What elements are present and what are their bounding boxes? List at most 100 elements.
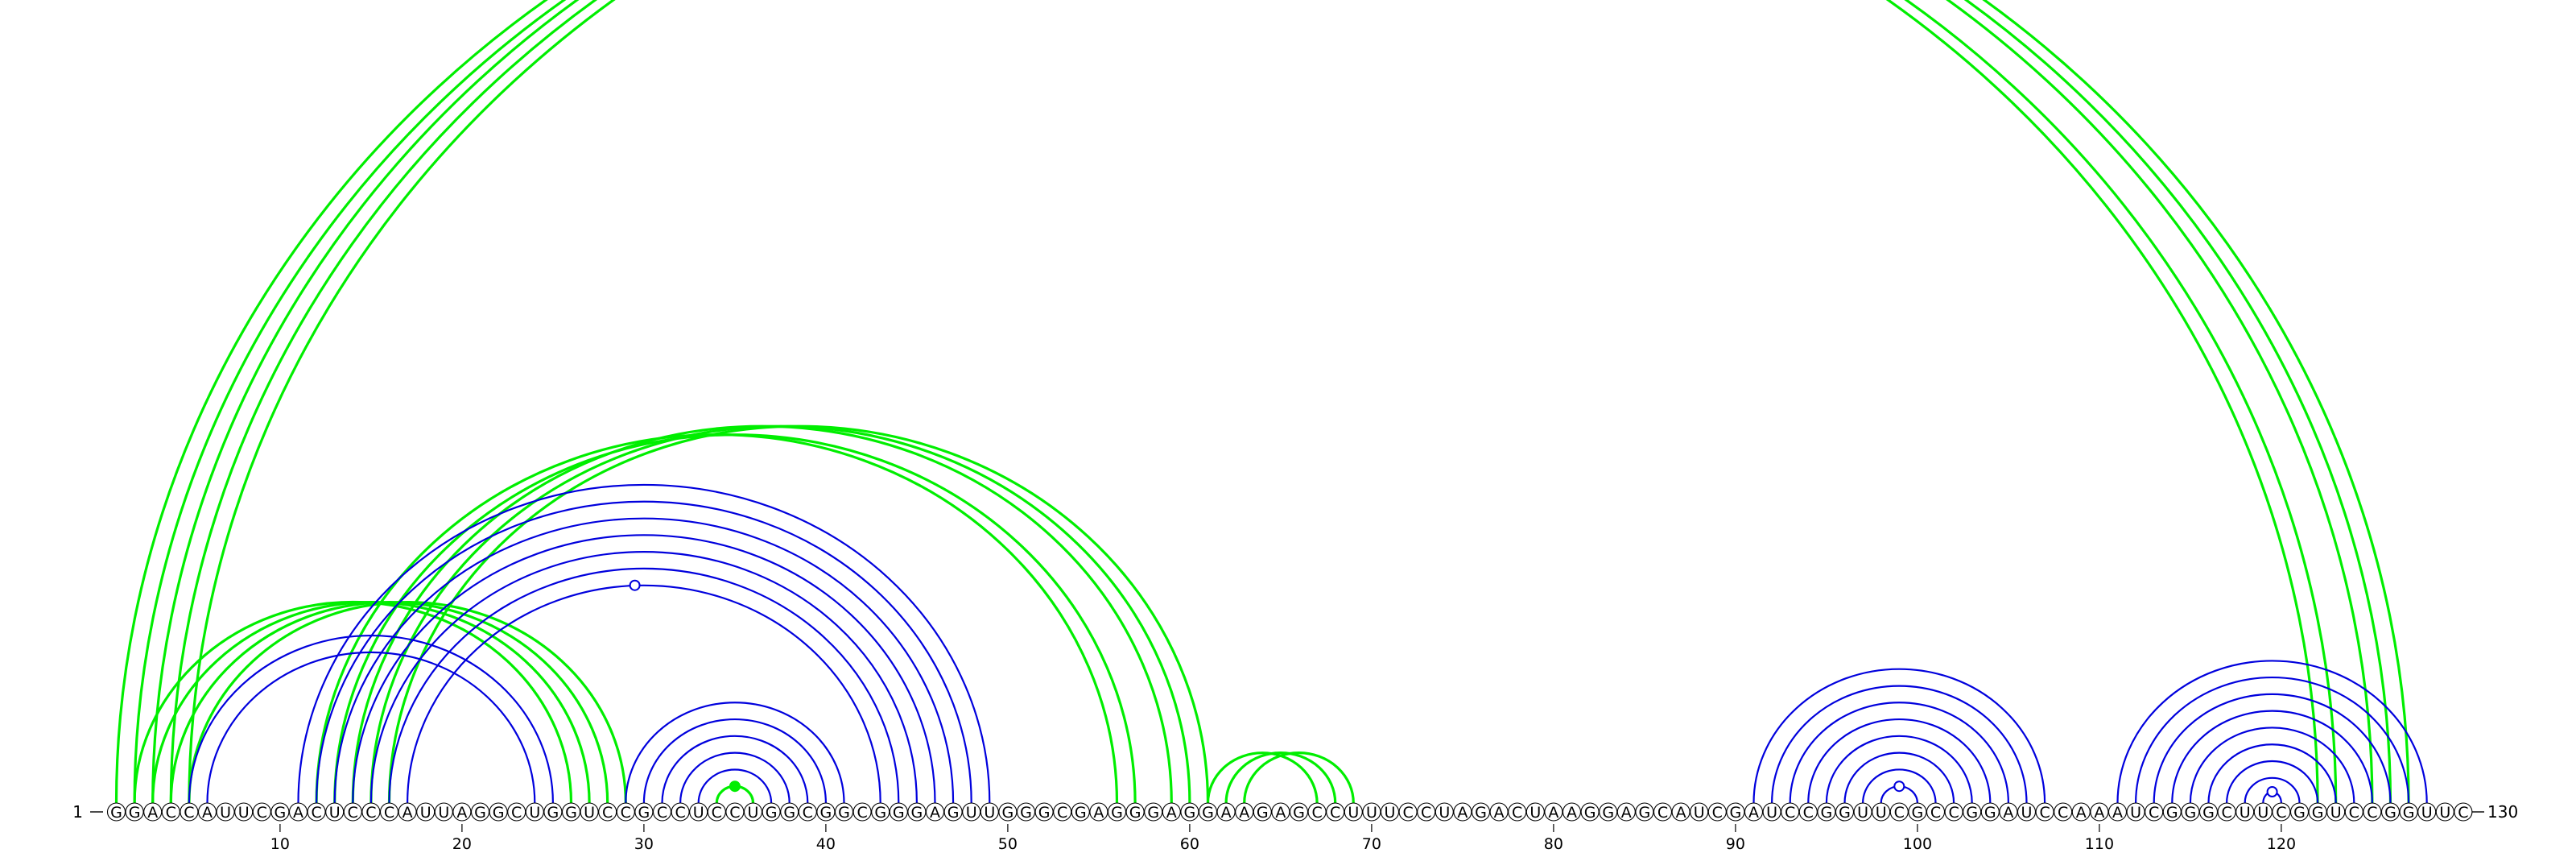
nucleotide-circle — [1398, 802, 1418, 822]
nucleotide-66: G — [1289, 802, 1309, 822]
nucleotide-50: G — [998, 802, 1018, 822]
nucleotide-circle — [270, 802, 290, 822]
tick-label-20: 20 — [452, 835, 472, 853]
green-arc-63-69 — [1243, 751, 1355, 804]
nucleotide-circle — [980, 802, 999, 822]
nucleotide-86: C — [1653, 802, 1673, 822]
nucleotide-circle — [725, 802, 745, 822]
nucleotide-letter: U — [2021, 804, 2033, 822]
tick-label-90: 90 — [1726, 835, 1745, 853]
nucleotide-circle — [2126, 802, 2145, 822]
blue-arc-32-38 — [679, 751, 791, 804]
nucleotide-6: A — [197, 802, 217, 822]
nucleotide-125: C — [2363, 802, 2382, 822]
green-arc-4-126 — [169, 0, 2392, 804]
nucleotide-circle — [2217, 802, 2236, 822]
nucleotide-letter: G — [838, 804, 850, 822]
nucleotide-circle — [452, 802, 472, 822]
nucleotide-letter: G — [1111, 804, 1123, 822]
nucleotide-29: C — [616, 802, 635, 822]
nucleotide-circle — [1599, 802, 1618, 822]
nucleotide-circle — [1362, 802, 1381, 822]
nucleotide-12: C — [307, 802, 326, 822]
nucleotide-letter: C — [184, 804, 194, 822]
nucleotide-35: C — [725, 802, 745, 822]
nucleotide-letter: G — [820, 804, 832, 822]
nucleotide-circle — [1417, 802, 1436, 822]
nucleotide-letter: G — [783, 804, 795, 822]
nucleotide-letter: G — [565, 804, 577, 822]
nucleotide-letter: C — [602, 804, 613, 822]
green-arc-62-68 — [1224, 751, 1337, 804]
nucleotide-8: U — [234, 802, 254, 822]
nucleotide-circle — [1616, 802, 1636, 822]
nucleotide-circle — [1489, 802, 1509, 822]
blue-arc-92-106 — [1771, 685, 2028, 804]
nucleotide-letter: U — [2439, 804, 2450, 822]
nucleotide-circle — [2380, 802, 2401, 822]
nucleotide-circle — [1980, 802, 2000, 822]
tick-label-60: 60 — [1180, 835, 1199, 853]
nucleotide-circle — [143, 802, 163, 822]
nucleotide-letter: C — [1894, 804, 1905, 822]
nucleotide-117: C — [2217, 802, 2236, 822]
nucleotide-56: G — [1107, 802, 1127, 822]
nucleotide-circle — [1653, 802, 1673, 822]
nucleotide-41: G — [834, 802, 854, 822]
nucleotide-circle — [2235, 802, 2255, 822]
nucleotide-letter: U — [984, 804, 995, 822]
nucleotide-15: C — [361, 802, 381, 822]
nucleotide-letter: U — [238, 804, 250, 822]
nucleotide-circle — [1307, 802, 1327, 822]
nucleotide-circle — [889, 802, 908, 822]
nucleotide-letter: A — [456, 804, 467, 822]
nucleotide-2: G — [125, 802, 144, 822]
green-arc-2-123 — [133, 0, 2338, 804]
tick-label-110: 110 — [2085, 835, 2114, 853]
nucleotide-circle — [2308, 802, 2327, 822]
tick-label-40: 40 — [816, 835, 836, 853]
nucleotide-circle — [1889, 802, 1909, 822]
nucleotide-letter: U — [2257, 804, 2268, 822]
nucleotide-letter: A — [2076, 804, 2087, 822]
nucleotide-letter: A — [1221, 804, 1232, 822]
nucleotide-letter: C — [2039, 804, 2050, 822]
nucleotide-letter: A — [930, 804, 940, 822]
nucleotide-letter: U — [693, 804, 704, 822]
nucleotide-circle — [1508, 802, 1527, 822]
nucleotide-letter: C — [1930, 804, 1941, 822]
nucleotide-81: A — [1562, 802, 1582, 822]
nucleotide-circle — [871, 802, 890, 822]
nucleotide-circle — [180, 802, 199, 822]
nucleotide-letter: G — [1184, 804, 1196, 822]
nucleotide-circle — [671, 802, 690, 822]
nucleotide-letter: U — [748, 804, 759, 822]
nucleotide-circle — [907, 802, 927, 822]
nucleotide-letter: U — [2130, 804, 2141, 822]
green-arc-13-57 — [333, 433, 1137, 804]
nucleotide-circle — [1562, 802, 1582, 822]
nucleotide-letter: C — [166, 804, 176, 822]
nucleotide-circle — [762, 802, 781, 822]
nucleotide-89: C — [1707, 802, 1727, 822]
blue-arc-17-43 — [407, 584, 881, 804]
blue-arc-118-121 — [2244, 776, 2301, 804]
nucleotide-letter: C — [712, 804, 722, 822]
nucleotide-circle — [1926, 802, 1946, 822]
nucleotide-letter: G — [1966, 804, 1978, 822]
blue-arc-12-48 — [316, 500, 972, 804]
nucleotide-14: C — [343, 802, 362, 822]
nucleotide-letter: U — [2330, 804, 2342, 822]
nucleotide-letter: G — [1038, 804, 1051, 822]
nucleotide-letter: A — [2094, 804, 2104, 822]
nucleotide-letter: G — [493, 804, 505, 822]
nucleotide-10: G — [270, 802, 290, 822]
nucleotide-letter: U — [438, 804, 449, 822]
nucleotide-24: U — [525, 802, 544, 822]
nucleotide-100: G — [1908, 802, 1927, 822]
nucleotide-letter: C — [348, 804, 358, 822]
nucleotide-97: U — [1853, 802, 1872, 822]
nucleotide-102: C — [1944, 802, 1963, 822]
nucleotide-letter: C — [1421, 804, 1431, 822]
nucleotide-64: G — [1253, 802, 1272, 822]
